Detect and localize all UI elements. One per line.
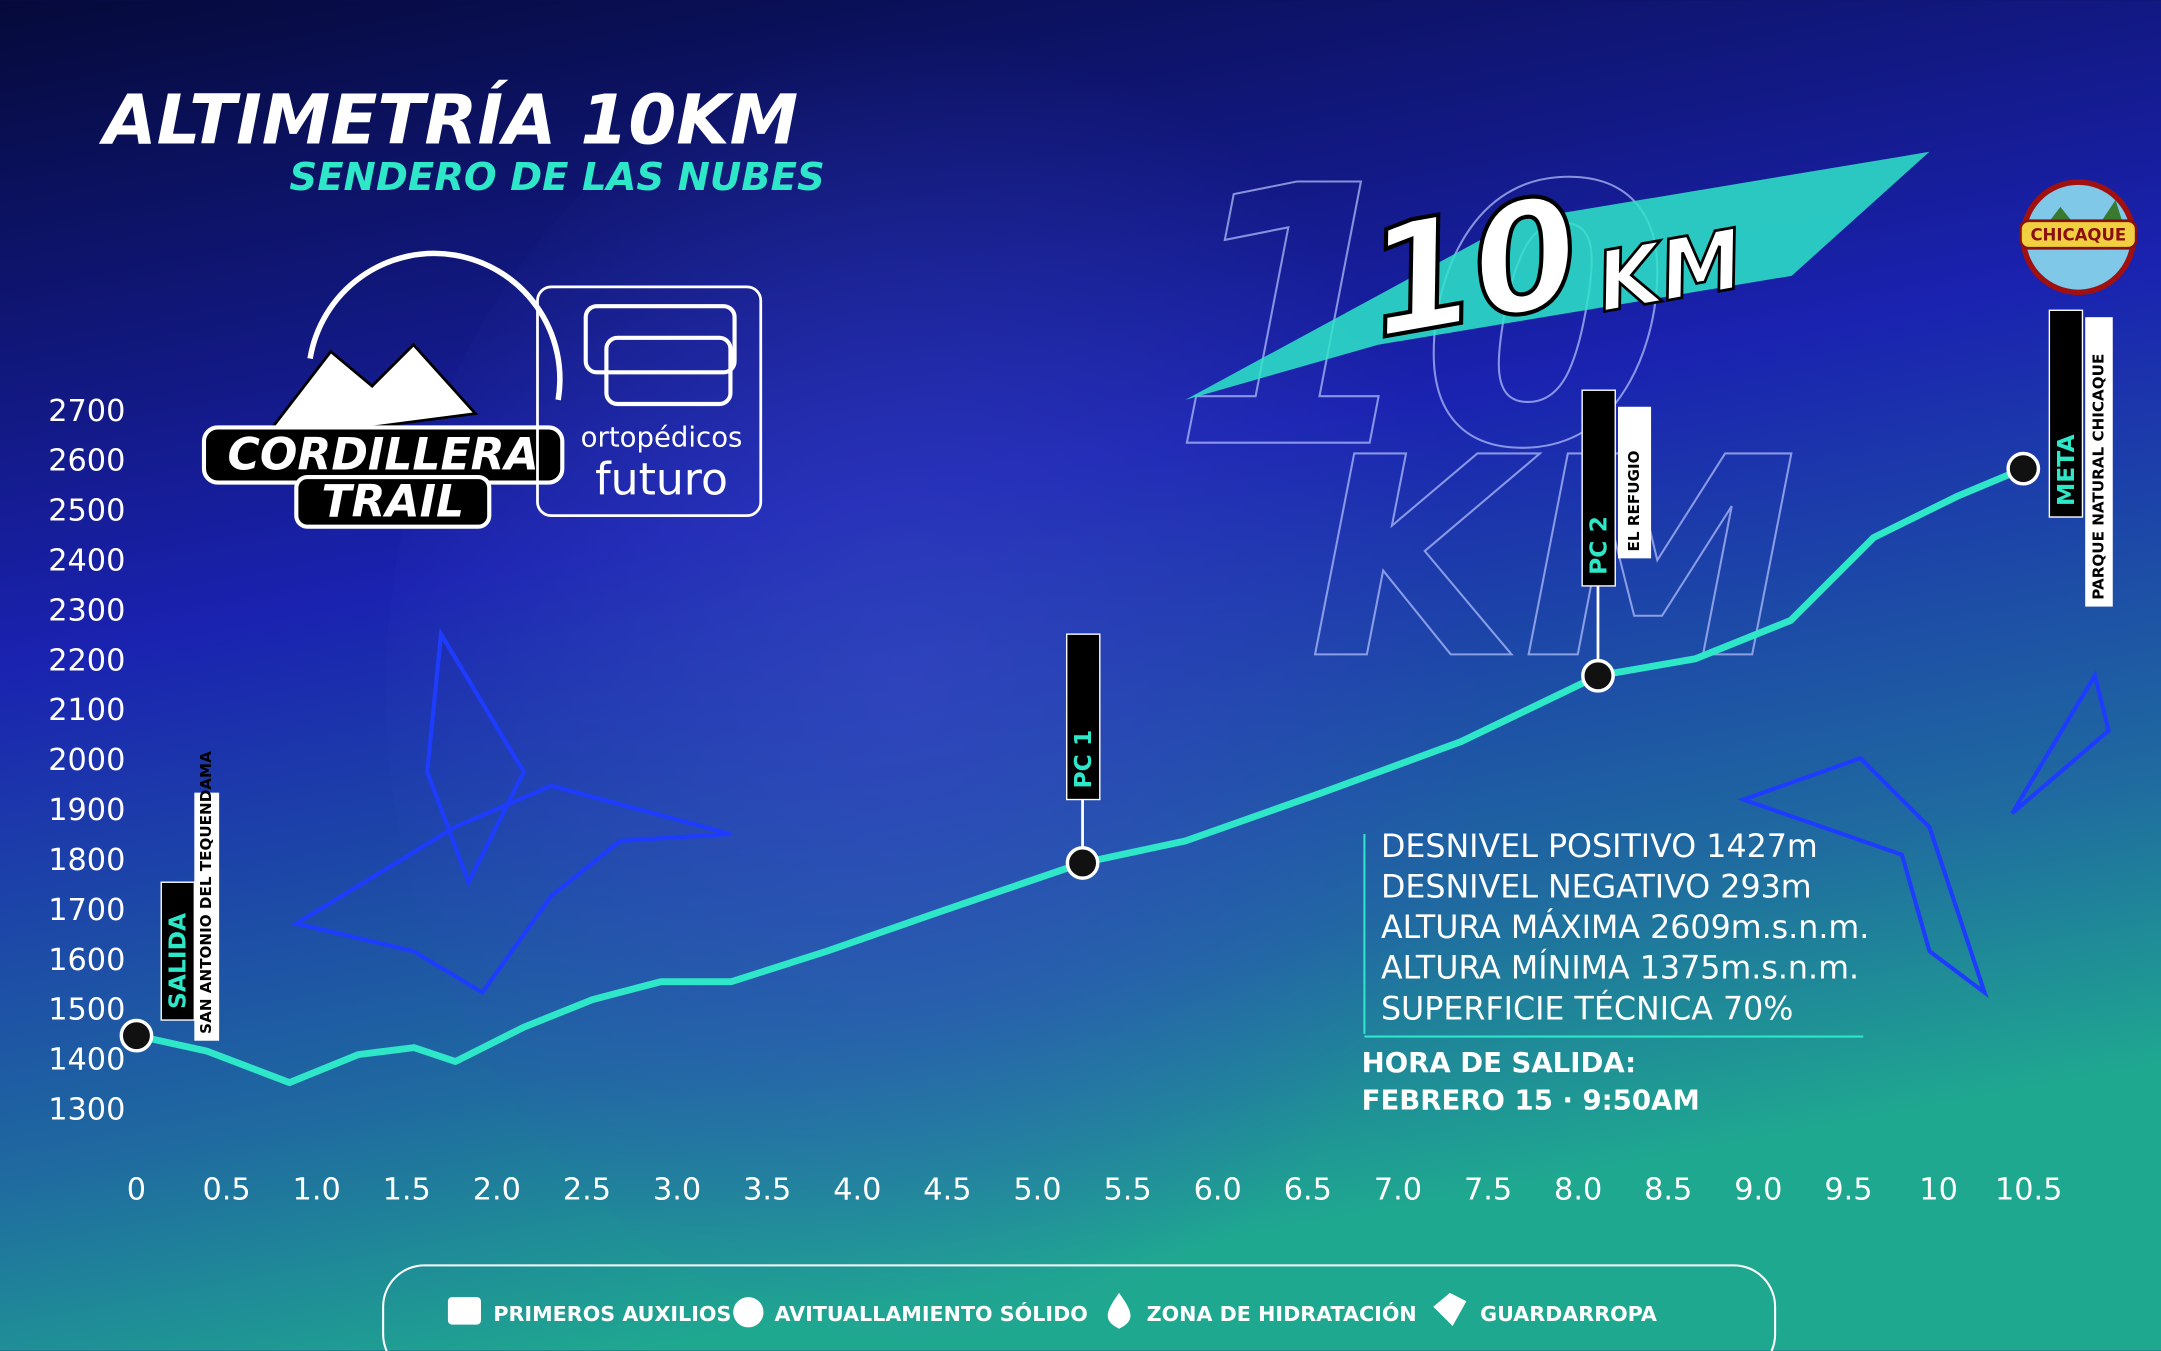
legend-item: GUARDARROPA	[1480, 1302, 1657, 1326]
x-tick-label: 9.5	[1824, 1172, 1872, 1207]
checkpoint-place: EL REFUGIO	[1625, 450, 1643, 551]
checkpoint-marker	[1065, 846, 1100, 880]
icon-food	[733, 1297, 764, 1328]
y-tick-label: 1900	[48, 793, 125, 828]
cordillera-logo: CORDILLERA TRAIL	[201, 250, 565, 529]
x-tick-label: 0.5	[202, 1172, 250, 1207]
badge-number: 10	[1354, 162, 1592, 373]
legend-frame	[382, 1264, 1777, 1351]
x-tick-label: 2.0	[473, 1172, 521, 1207]
park-logo: CHICAQUE	[2019, 179, 2138, 296]
y-tick-label: 1300	[48, 1093, 125, 1128]
checkpoint-place-box	[2085, 317, 2113, 607]
y-tick-label: 2200	[48, 643, 125, 678]
hummingbird-left	[290, 627, 731, 996]
sponsor-name-1: ortopédicos	[581, 421, 743, 453]
x-tick-label: 2.5	[563, 1172, 611, 1207]
x-tick-label: 3.0	[653, 1172, 701, 1207]
checkpoint-label: PC 1	[1069, 730, 1097, 789]
x-tick-label: 1.5	[383, 1172, 431, 1207]
y-tick-label: 2500	[48, 494, 125, 529]
x-tick-label: 8.5	[1644, 1172, 1692, 1207]
y-tick-label: 1600	[48, 943, 125, 978]
x-tick-label: 5.0	[1013, 1172, 1061, 1207]
x-tick-label: 10	[1919, 1172, 1958, 1207]
y-tick-label: 2000	[48, 743, 125, 778]
checkpoint-place: SAN ANTONIO DEL TEQUENDAMA	[197, 751, 215, 1034]
x-tick-label: 4.5	[923, 1172, 971, 1207]
legend-item: PRIMEROS AUXILIOS	[493, 1302, 731, 1326]
stat-line: SUPERFICIE TÉCNICA 70%	[1381, 989, 1793, 1027]
chart-title: ALTIMETRÍA 10KM	[98, 78, 798, 160]
badge-stripe	[1185, 151, 1930, 400]
brand-name-2: TRAIL	[321, 477, 464, 528]
stat-line: DESNIVEL POSITIVO 1427m	[1381, 829, 1818, 865]
icon-first-aid	[447, 1297, 481, 1325]
x-tick-label: 5.5	[1104, 1172, 1152, 1207]
checkpoint-marker	[119, 1018, 154, 1053]
y-tick-label: 1700	[48, 893, 125, 928]
stat-line: ALTURA MÍNIMA 1375m.s.n.m.	[1381, 949, 1859, 987]
checkpoint-place: PARQUE NATURAL CHICAQUE	[2089, 354, 2107, 600]
icon-wardrobe	[1433, 1292, 1467, 1327]
watermark-unit: KM	[1309, 399, 1797, 720]
x-tick-label: 7.0	[1374, 1172, 1422, 1207]
checkpoint-label-box	[1581, 389, 1616, 587]
legend-item: AVITUALLAMIENTO SÓLIDO	[775, 1301, 1088, 1326]
checkpoint-marker	[2006, 451, 2041, 486]
sponsor-logo: ortopédicos futuro	[536, 285, 763, 518]
x-tick-label: 8.0	[1554, 1172, 1602, 1207]
x-tick-label: 0	[127, 1172, 146, 1207]
legend-item: ZONA DE HIDRATACIÓN	[1147, 1301, 1417, 1326]
checkpoint-place-box	[194, 792, 220, 1041]
icon-water	[1107, 1292, 1131, 1329]
y-tick-label: 2700	[48, 394, 125, 429]
x-tick-label: 3.5	[743, 1172, 791, 1207]
y-tick-label: 2100	[48, 693, 125, 728]
stat-line: ALTURA MÁXIMA 2609m.s.n.m.	[1381, 908, 1869, 946]
x-tick-label: 10.5	[1995, 1172, 2063, 1207]
hummingbird-right	[1737, 670, 2111, 999]
stat-line: DESNIVEL NEGATIVO 293m	[1381, 869, 1812, 905]
sponsor-name-2: futuro	[595, 455, 728, 506]
checkpoint-marker	[1581, 658, 1615, 693]
checkpoint-label: PC 2	[1585, 516, 1613, 575]
x-tick-label: 6.5	[1284, 1172, 1332, 1207]
checkpoint-label: SALIDA	[164, 913, 192, 1009]
x-tick-label: 6.0	[1194, 1172, 1242, 1207]
brand-name-1: CORDILLERA	[228, 430, 539, 481]
x-tick-label: 9.0	[1734, 1172, 1782, 1207]
x-tick-label: 4.0	[833, 1172, 881, 1207]
checkpoint-label: META	[2052, 434, 2080, 506]
y-tick-label: 1500	[48, 993, 125, 1028]
departure-label: HORA DE SALIDA:	[1362, 1047, 1637, 1079]
park-name: CHICAQUE	[2030, 225, 2126, 244]
y-tick-label: 2400	[48, 543, 125, 578]
checkpoint-label-box	[2048, 309, 2084, 518]
x-tick-label: 1.0	[293, 1172, 341, 1207]
checkpoint-label-box	[1066, 633, 1101, 801]
elevation-line	[135, 465, 2025, 1087]
y-tick-label: 2300	[48, 593, 125, 628]
y-tick-label: 1800	[48, 843, 125, 878]
badge-unit: KM	[1589, 210, 1750, 331]
y-tick-label: 1400	[48, 1043, 125, 1078]
photo-glow	[385, 27, 1544, 1351]
x-tick-label: 7.5	[1464, 1172, 1512, 1207]
checkpoint-place-box	[1617, 406, 1652, 559]
y-tick-label: 2600	[48, 444, 125, 479]
chart-subtitle: SENDERO DE LAS NUBES	[289, 155, 824, 200]
departure-value: FEBRERO 15 · 9:50AM	[1362, 1084, 1700, 1116]
